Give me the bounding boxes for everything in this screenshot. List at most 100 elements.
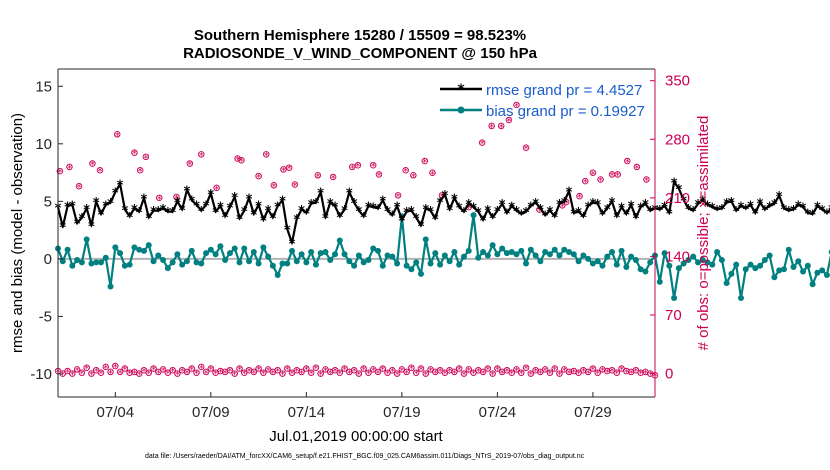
bias-point <box>394 260 401 267</box>
rmse-point: * <box>332 200 339 215</box>
rmse-point: * <box>475 206 482 221</box>
obs-assimilated-marker: * <box>256 365 261 376</box>
bias-point <box>389 253 396 260</box>
rmse-point: * <box>656 204 663 219</box>
obs-possible-marker <box>186 160 194 167</box>
rmse-point: * <box>795 199 802 214</box>
legend-bias-label: bias grand pr = 0.19927 <box>486 103 645 120</box>
obs-assimilated-marker: * <box>214 184 219 195</box>
obs-possible-marker <box>513 366 520 373</box>
bias-point <box>102 254 109 261</box>
rmse-point: * <box>728 196 735 211</box>
bias-point <box>465 247 472 254</box>
obs-assimilated-marker: * <box>409 364 414 375</box>
obs-assimilated-marker: * <box>581 367 586 378</box>
rmse-point: * <box>126 211 133 226</box>
obs-possible-marker <box>522 144 530 151</box>
rmse-point: * <box>136 206 143 221</box>
obs-possible-marker <box>451 368 458 376</box>
rmse-point: * <box>637 202 644 217</box>
rmse-point: * <box>403 206 410 221</box>
obs-assimilated-marker: * <box>619 365 624 376</box>
obs-assimilated-marker: * <box>590 169 595 180</box>
obs-possible-marker <box>394 192 402 199</box>
rmse-point: * <box>384 205 391 220</box>
obs-assimilated-marker: * <box>452 368 457 379</box>
obs-assimilated-marker: * <box>218 368 223 379</box>
bias-point <box>355 252 362 259</box>
bias-point <box>489 242 496 249</box>
obs-possible-marker <box>131 149 138 156</box>
x-tick-label: 07/04 <box>97 404 135 421</box>
obs-possible-marker <box>355 370 363 377</box>
bias-point <box>589 260 596 267</box>
bias-series <box>55 212 830 302</box>
rmse-point: * <box>585 200 592 215</box>
bias-point <box>379 262 386 269</box>
obs-assimilated-marker: * <box>350 163 355 174</box>
obs-possible-marker <box>312 364 320 371</box>
obs-assimilated-marker: * <box>143 153 148 164</box>
obs-assimilated-marker: * <box>208 365 213 376</box>
obs-assimilated-marker: * <box>643 368 648 379</box>
bias-point <box>752 265 759 272</box>
rmse-point: * <box>389 210 396 225</box>
obs-assimilated-marker: * <box>108 368 113 379</box>
obs-assimilated-marker: * <box>146 369 151 380</box>
rmse-point: * <box>227 202 234 217</box>
obs-assimilated-marker: * <box>199 151 204 162</box>
obs-possible-marker <box>484 365 492 372</box>
obs-assimilated-marker: * <box>586 368 591 379</box>
obs-possible-marker <box>231 370 238 377</box>
bias-point <box>188 247 195 254</box>
bias-point <box>293 258 300 265</box>
bias-point <box>284 260 291 267</box>
obs-possible-marker <box>494 365 501 372</box>
bias-point <box>699 257 706 264</box>
obs-assimilated-marker: * <box>390 367 395 378</box>
rmse-point: * <box>394 200 401 215</box>
plot-area <box>58 69 655 397</box>
obs-assimilated-marker: * <box>371 162 376 173</box>
obs-assimilated-marker: * <box>457 365 462 376</box>
obs-assimilated-marker: * <box>132 368 137 379</box>
bias-point <box>484 252 491 259</box>
bias-point <box>145 242 152 249</box>
obs-possible-marker <box>589 169 597 177</box>
obs-assimilated-marker: * <box>342 365 347 376</box>
y-tick-label: 15 <box>35 78 52 95</box>
rmse-point: * <box>489 212 496 227</box>
obs-assimilated-marker: * <box>590 365 595 376</box>
obs-possible-marker <box>329 173 337 181</box>
y-tick-label: -10 <box>30 366 52 383</box>
obs-assimilated-marker: * <box>380 365 385 376</box>
rmse-point: * <box>398 214 405 229</box>
obs-assimilated-marker: * <box>187 160 192 171</box>
rmse-point: * <box>241 205 248 220</box>
obs-possible-marker <box>455 365 463 372</box>
rmse-point: * <box>814 200 821 215</box>
bias-point <box>131 244 138 251</box>
rmse-point: * <box>781 203 788 218</box>
rmse-point: * <box>446 204 453 219</box>
bias-point <box>632 257 639 264</box>
bias-point <box>403 262 410 269</box>
obs-assimilated-marker: * <box>333 367 338 378</box>
obs-assimilated-marker: * <box>213 369 218 380</box>
bias-point <box>327 257 334 264</box>
bias-point <box>246 258 253 265</box>
obs-assimilated-marker: * <box>371 366 376 377</box>
bias-point <box>757 262 764 269</box>
bias-point <box>241 245 248 252</box>
obs-assimilated-marker: * <box>299 368 304 379</box>
rmse-point: * <box>413 212 420 227</box>
bias-point <box>809 281 816 288</box>
obs-possible-marker <box>238 156 245 164</box>
rmse-point: * <box>757 197 764 212</box>
rmse-point: * <box>733 205 740 220</box>
obs-assimilated-marker: * <box>595 369 600 380</box>
obs-assimilated-marker: * <box>127 369 132 380</box>
obs-possible-marker <box>198 363 205 371</box>
rmse-point: * <box>704 199 711 214</box>
bias-point <box>370 245 377 252</box>
